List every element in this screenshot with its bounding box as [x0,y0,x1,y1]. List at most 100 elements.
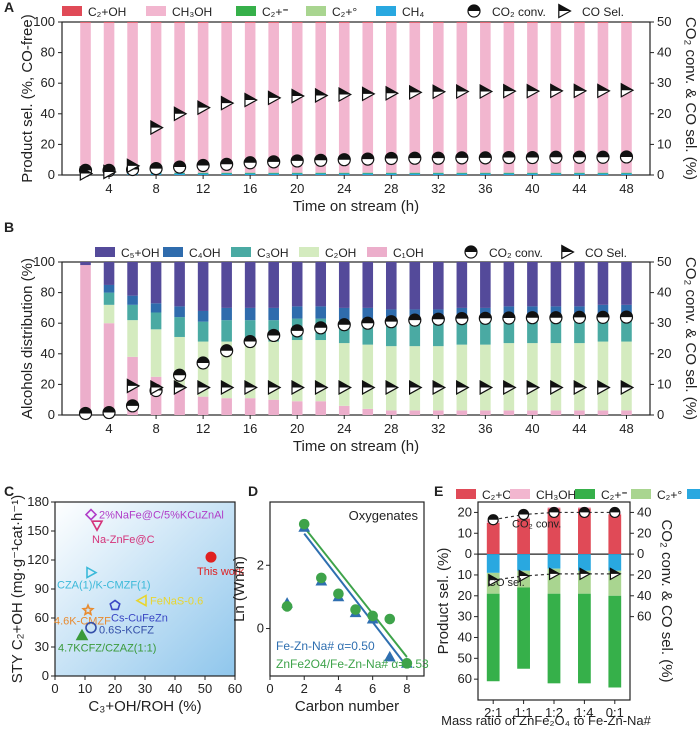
xtick-label-B-16: 16 [243,421,257,436]
bar-A-C2+=-26 [362,173,373,174]
xlabel-C: C₃+OH/ROH (%) [88,698,201,715]
co2-conv-B-40 [526,312,538,324]
bar-A-CH3OH-8 [151,23,162,173]
xtick-label-B-32: 32 [431,421,445,436]
ytick-label-B-0: 0 [48,407,55,422]
legend-B-label-2: C₃OH [257,246,289,260]
co2-conv-B-48 [620,311,632,323]
bar-E-C2+OH-0 [487,523,500,554]
co2-conv-B-44 [573,311,585,323]
point-label-C-5: FeNaS-0.6 [150,596,203,608]
bar-B-C5+OH-24 [339,262,350,308]
co2-conv-A-14 [221,158,233,170]
co2-conv-A-34 [456,152,468,164]
ytick-label-E-8: 60 [458,671,472,686]
legend-B-swatch-1 [163,247,183,257]
y2tick-label-B-0: 0 [657,407,664,422]
bar-B-C4OH-22 [315,306,326,318]
xlabel-A: Time on stream (h) [293,198,419,215]
bar-B-C3OH-14 [221,320,232,341]
bar-A-C2+OH-8 [151,22,162,23]
legend-A-swatch-2 [236,6,256,16]
bar-A-C2+OH-46 [598,22,609,23]
co2-conv-B-12 [197,357,209,369]
bar-A-C2+OH-16 [245,22,256,23]
y2label-E: CO₂ conv. & CO sel. (%) [658,519,675,682]
bar-B-C2OH-4 [104,305,115,323]
bar-B-C1OH-36 [480,410,491,415]
y2tick-label-B-10: 10 [657,376,671,391]
bar-B-C4OH-14 [221,308,232,320]
ytick-label-A-40: 40 [41,106,55,121]
bar-B-C5+OH-48 [621,262,632,305]
xtick-label-A-4: 4 [105,181,112,196]
legend-B-swatch-6 [562,246,574,259]
bar-B-C5+OH-16 [245,262,256,308]
xtick-label-B-12: 12 [196,421,210,436]
legend-B-swatch-2 [231,247,251,257]
legend-E2-label-0: C₂+⁼ [601,488,628,502]
bar-A-CH4-10 [174,173,185,175]
co2-conv-A-44 [573,151,585,163]
legend-B-label-6: CO Sel. [585,246,627,260]
co2-conv-A-48 [620,151,632,163]
bar-B-C3OH-32 [433,323,444,346]
legend-E1-swatch-1 [510,489,530,499]
legend-E2-swatch-2 [687,489,700,499]
xtick-label-B-4: 4 [105,421,112,436]
ytick-label-A-60: 60 [41,75,55,90]
xtick-label-A-36: 36 [478,181,492,196]
ytick-label-A-80: 80 [41,45,55,60]
bar-A-C2+=-32 [433,173,444,174]
bar-B-C4OH-4 [104,285,115,293]
bar-A-C2+OH-30 [410,22,421,23]
bar-B-C5+OH-40 [527,262,538,306]
xtick-label-C-40: 40 [168,681,182,696]
bar-A-C2+=-28 [386,173,397,174]
legend-A-label-6: CO Sel. [582,5,624,19]
co2-conv-B-4 [103,407,115,419]
panel-label-E: E [434,483,443,499]
xtick-label-A-44: 44 [572,181,586,196]
bar-B-C4OH-6 [127,296,138,305]
point-label-C-0: 2%NaFe@C/5%KCuZnAl [99,510,224,522]
ytick-label-C-30: 30 [35,639,49,654]
bar-E-C2+=-3 [578,594,591,684]
ylabel-E: Product sel. (%) [435,548,452,655]
figure: A C₂+OH CH₃OH C₂+⁼ C₂+° CH₄ CO₂ conv. CO Sel.02… [0,0,700,732]
ytick-label-A-20: 20 [41,136,55,151]
bar-A-C2+OH-38 [504,22,515,23]
point-D-1-4 [351,605,360,614]
bar-B-C1OH-16 [245,398,256,415]
ytick-label-B-80: 80 [41,285,55,300]
bar-A-CH4-24 [339,173,350,175]
xtick-label-B-24: 24 [337,421,351,436]
co2-conv-A-36 [479,152,491,164]
bar-A-C2+OH-20 [292,22,303,23]
xtick-label-A-48: 48 [619,181,633,196]
point-label-C-8: 4.7KCFZ/CZAZ(1:1) [58,642,156,654]
bar-A-C2+OH-26 [362,22,373,23]
xtick-label-A-28: 28 [384,181,398,196]
bar-A-C2+OH-32 [433,22,444,23]
point-label-C-3: CZA(1)/K-CMZF(1) [57,580,151,592]
bar-A-C2+=-46 [598,173,609,174]
xtick-label-D-2: 2 [301,681,308,696]
y2tick-label-B-50: 50 [657,254,671,269]
bar-A-C2+=-30 [410,173,421,174]
bar-B-C1OH-44 [574,410,585,415]
bar-A-C2+OH-28 [386,22,397,23]
bar-A-CH3OH-48 [621,23,632,173]
bar-A-CH4-16 [245,173,256,175]
bar-A-C2+=-16 [245,173,256,174]
co2-conv-A-46 [597,151,609,163]
bar-B-C1OH-22 [315,401,326,415]
xtick-label-A-32: 32 [431,181,445,196]
point-label-C-7: 0.6S-KCFZ [99,625,154,637]
ytick-label-D-2: 2 [257,557,264,572]
ytick-label-A-0: 0 [48,167,55,182]
xtick-label-C-10: 10 [78,681,92,696]
bar-A-CH4-36 [480,173,491,175]
xtick-label-D-4: 4 [335,681,342,696]
legend-E1-label-1: CH₃OH [536,488,576,502]
